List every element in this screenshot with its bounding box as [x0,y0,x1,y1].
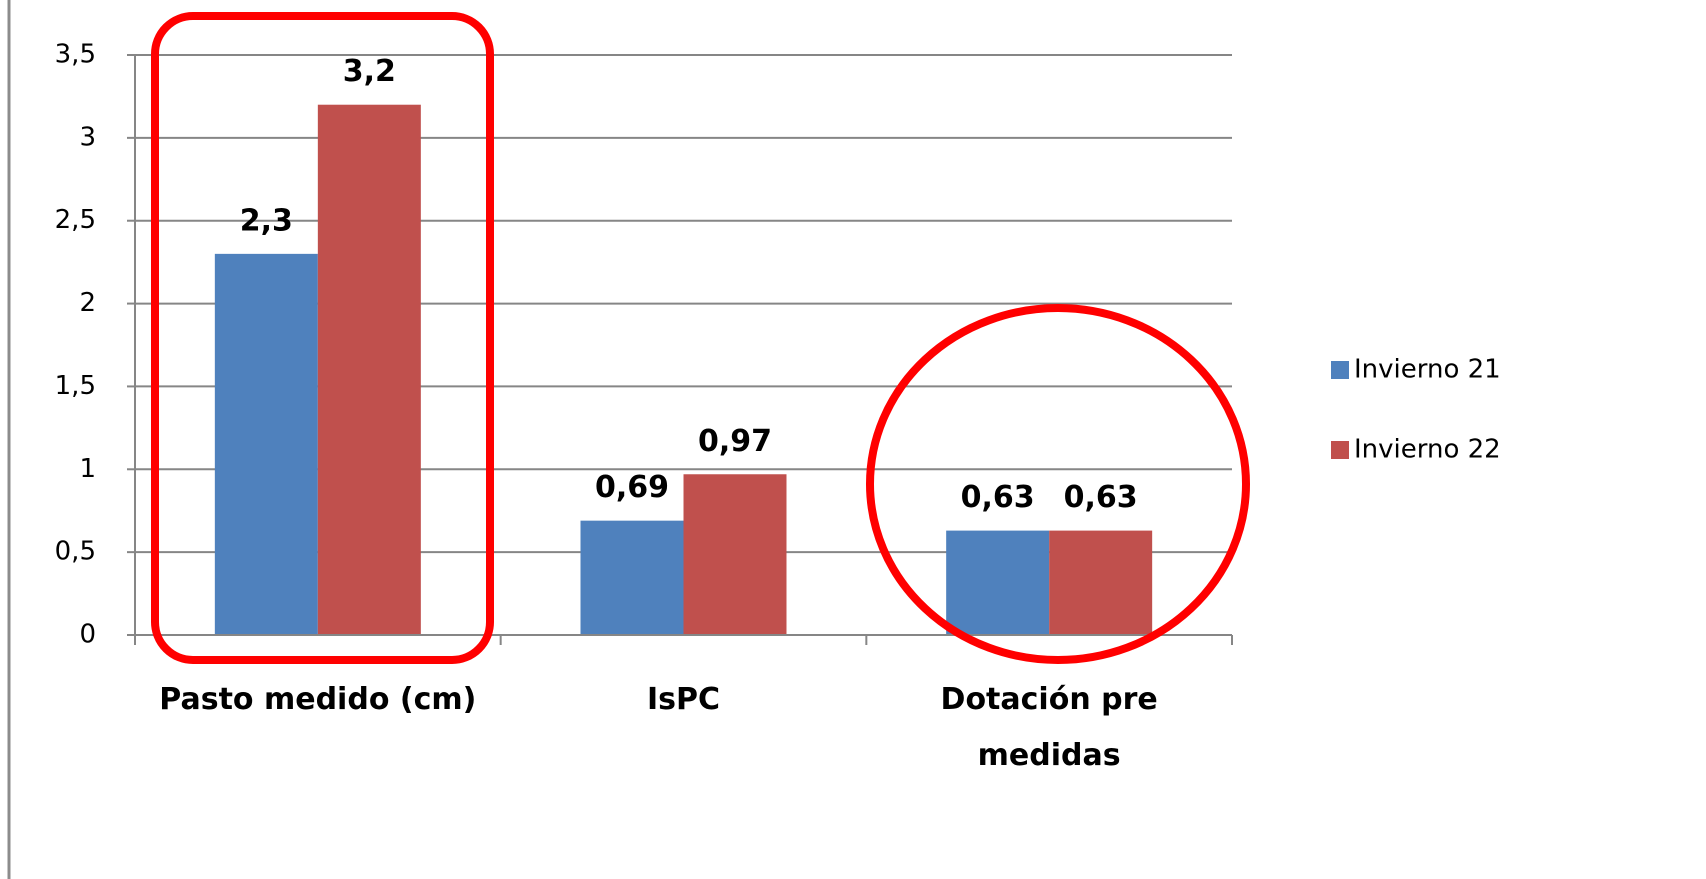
legend-swatch [1331,441,1349,459]
value-label: 0,63 [961,480,1035,515]
y-tick-label: 3,5 [55,40,96,70]
value-label: 0,69 [595,470,669,505]
bar [580,520,684,635]
y-tick-label: 0 [79,620,96,650]
bar [214,253,318,635]
x-tick-label: Pasto medido (cm) [159,682,477,717]
legend-label: Invierno 21 [1354,355,1501,385]
y-tick-label: 1 [79,454,96,484]
value-label: 0,63 [1064,480,1138,515]
y-tick-label: 2,5 [55,205,96,235]
y-tick-label: 3 [79,122,96,152]
x-tick-label: IsPC [646,682,721,717]
highlight-box [151,12,494,664]
value-label: 3,2 [343,54,396,89]
legend-swatch [1331,361,1349,379]
y-tick-label: 0,5 [55,537,96,567]
plot: 0 0,5 1 1,5 2 2,5 3 3,5 2,3 3,2 0,69 0,97 0,63 0,63 In… [55,40,1501,650]
bar [946,530,1050,635]
y-tick-label: 2 [79,288,96,318]
bar [1049,530,1153,635]
value-label: 2,3 [240,203,293,238]
legend-label: Invierno 22 [1354,435,1501,465]
value-label: 0,97 [698,424,772,459]
bar [317,104,421,635]
highlight-ellipse [866,304,1250,664]
bar [683,474,787,635]
y-tick-label: 1,5 [55,371,96,401]
x-tick-label: Dotación pre medidas [940,682,1158,773]
